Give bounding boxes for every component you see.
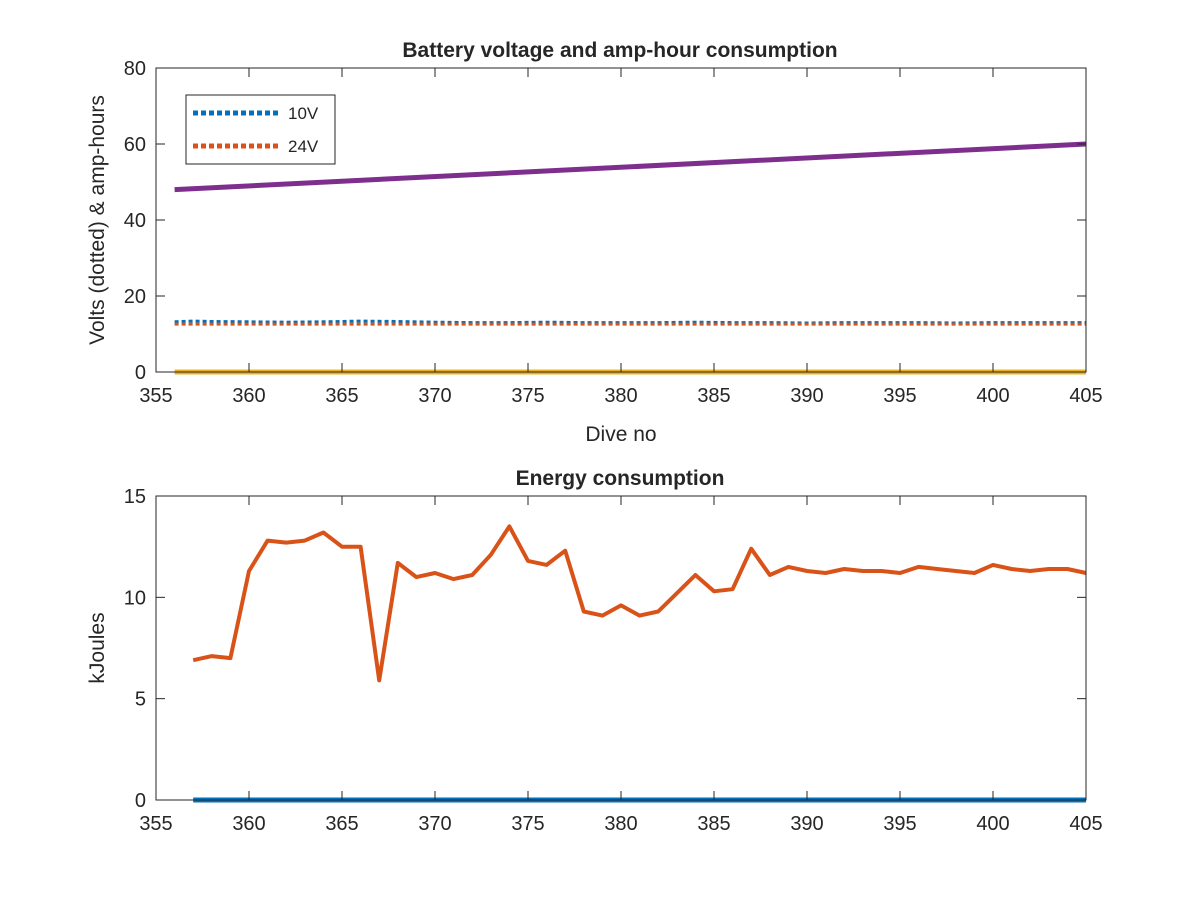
x-tick-label: 355 [139, 385, 172, 407]
chart-title: Energy consumption [516, 467, 725, 490]
x-tick-label: 370 [418, 813, 451, 835]
x-tick-label: 380 [604, 813, 637, 835]
x-tick-label: 380 [604, 385, 637, 407]
voltage-amphour-plot: Battery voltage and amp-hour consumption… [86, 39, 1103, 446]
y-tick-label: 60 [124, 134, 146, 156]
x-tick-label: 405 [1069, 813, 1102, 835]
legend: 10V 24V [185, 94, 336, 165]
x-tick-label: 395 [883, 385, 916, 407]
y-tick-label: 10 [124, 587, 146, 609]
series-line-3 [174, 141, 1087, 193]
y-tick-label: 80 [124, 58, 146, 80]
plot-area [156, 496, 1086, 800]
legend-label-10v: 10V [288, 104, 319, 123]
ticks-layer: 355 360 365 370 375 380 385 390 395 400 405 0 5 10 15 [124, 486, 1103, 835]
x-tick-label: 395 [883, 813, 916, 835]
chart-title: Battery voltage and amp-hour consumption [402, 39, 837, 62]
y-tick-label: 15 [124, 486, 146, 508]
x-tick-label: 405 [1069, 385, 1102, 407]
ticks-layer: 355 360 365 370 375 380 385 390 395 400 405 0 20 40 60… [124, 58, 1103, 407]
x-tick-label: 390 [790, 813, 823, 835]
x-tick-label: 365 [325, 385, 358, 407]
y-tick-label: 0 [135, 790, 146, 812]
y-tick-label: 5 [135, 689, 146, 711]
x-tick-label: 375 [511, 385, 544, 407]
x-tick-label: 385 [697, 385, 730, 407]
y-tick-label: 40 [124, 210, 146, 232]
x-tick-label: 390 [790, 385, 823, 407]
series-line-1 [192, 524, 1087, 683]
legend-box [185, 94, 336, 165]
x-tick-label: 370 [418, 385, 451, 407]
x-tick-label: 375 [511, 813, 544, 835]
x-tick-label: 365 [325, 813, 358, 835]
y-tick-label: 0 [135, 362, 146, 384]
x-tick-label: 400 [976, 813, 1009, 835]
y-axis-label: Volts (dotted) & amp-hours [86, 95, 109, 345]
x-tick-label: 355 [139, 813, 172, 835]
legend-label-24v: 24V [288, 137, 319, 156]
x-axis-label: Dive no [585, 423, 656, 446]
x-tick-label: 385 [697, 813, 730, 835]
y-axis-label: kJoules [86, 612, 109, 683]
energy-plot: Energy consumption 355 360 365 370 375 380 385… [86, 467, 1103, 835]
x-tick-label: 360 [232, 813, 265, 835]
x-tick-label: 360 [232, 385, 265, 407]
y-tick-label: 20 [124, 286, 146, 308]
x-tick-label: 400 [976, 385, 1009, 407]
